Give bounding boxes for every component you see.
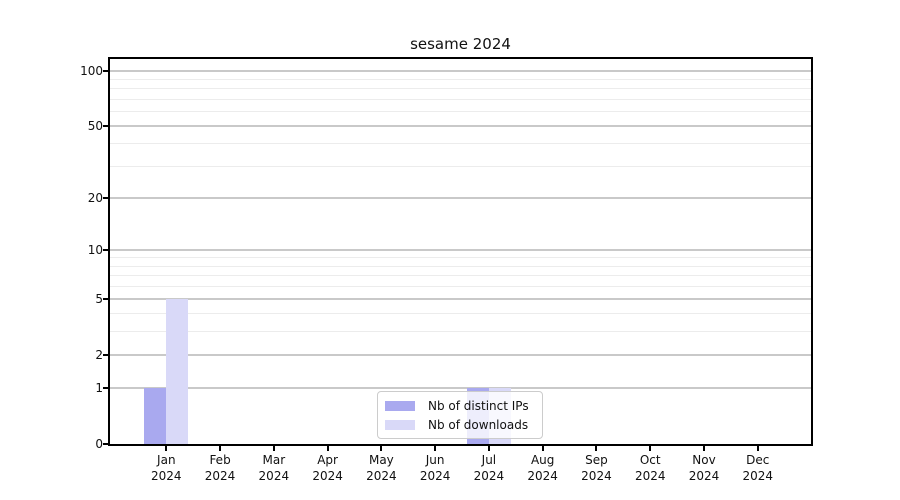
- y-tick-mark-20: [103, 196, 110, 199]
- x-tick-mark-jan: [165, 446, 168, 451]
- bar-nb-of-downloads-jan: [166, 299, 189, 444]
- legend-label: Nb of downloads: [428, 417, 529, 432]
- bar-nb-of-distinct-ips-jan: [144, 387, 167, 444]
- x-tick-month: Sep: [585, 453, 608, 467]
- x-tick-label-jul: Jul 2024: [459, 452, 519, 484]
- x-tick-month: Dec: [746, 453, 770, 467]
- x-tick-year: 2024: [204, 469, 236, 483]
- x-tick-year: 2024: [366, 469, 397, 483]
- y-tick-label-1: 1: [95, 380, 103, 395]
- x-tick-year: 2024: [312, 469, 343, 483]
- x-tick-mark-aug: [541, 446, 544, 451]
- gridline-minor-9: [110, 257, 811, 259]
- x-tick-month: Jun: [425, 453, 445, 467]
- x-tick-year: 2024: [742, 469, 774, 483]
- gridline-major-1: [110, 386, 811, 389]
- x-tick-label-jan: Jan 2024: [136, 452, 196, 484]
- y-tick-label-10: 10: [87, 243, 103, 258]
- x-tick-year: 2024: [419, 469, 451, 483]
- x-tick-year: 2024: [688, 469, 720, 483]
- x-tick-label-apr: Apr 2024: [298, 452, 358, 484]
- x-tick-label-nov: Nov 2024: [674, 452, 734, 484]
- gridline-major-20: [110, 196, 811, 199]
- x-tick-year: 2024: [473, 469, 505, 483]
- x-tick-mark-dec: [756, 446, 759, 451]
- gridline-minor-40: [110, 143, 811, 145]
- gridline-minor-6: [110, 286, 811, 288]
- x-tick-label-mar: Mar 2024: [244, 452, 304, 484]
- gridline-minor-3: [110, 331, 811, 333]
- x-tick-month: Mar: [262, 453, 286, 467]
- x-tick-label-feb: Feb 2024: [190, 452, 250, 484]
- x-tick-mark-may: [380, 446, 383, 451]
- x-tick-mark-feb: [219, 446, 222, 451]
- x-tick-mark-apr: [326, 446, 329, 451]
- gridline-major-50: [110, 125, 811, 128]
- x-tick-month: Oct: [639, 453, 661, 467]
- x-tick-label-jun: Jun 2024: [405, 452, 465, 484]
- y-tick-mark-100: [103, 69, 110, 72]
- x-tick-month: Jul: [481, 453, 497, 467]
- x-tick-month: Nov: [692, 453, 716, 467]
- y-tick-label-5: 5: [95, 292, 103, 307]
- gridline-minor-60: [110, 111, 811, 113]
- y-tick-label-20: 20: [87, 190, 103, 205]
- x-tick-month: May: [368, 453, 394, 467]
- y-tick-mark-5: [103, 298, 110, 301]
- legend-entry-nb-of-distinct-ips: Nb of distinct IPs: [378, 399, 542, 413]
- plot-area: [108, 57, 813, 446]
- y-tick-mark-0: [103, 443, 110, 445]
- y-tick-mark-50: [103, 125, 110, 128]
- gridline-minor-8: [110, 265, 811, 267]
- x-tick-label-aug: Aug 2024: [513, 452, 573, 484]
- gridline-minor-4: [110, 313, 811, 315]
- x-tick-label-dec: Dec 2024: [728, 452, 788, 484]
- gridline-minor-90: [110, 78, 811, 80]
- gridline-major-10: [110, 249, 811, 252]
- gridline-major-5: [110, 298, 811, 301]
- gridline-major-2: [110, 354, 811, 357]
- x-tick-mark-jun: [434, 446, 437, 451]
- x-tick-label-may: May 2024: [351, 452, 411, 484]
- y-tick-label-50: 50: [87, 119, 103, 134]
- x-tick-month: Apr: [317, 453, 338, 467]
- x-tick-mark-nov: [703, 446, 705, 451]
- x-tick-label-oct: Oct 2024: [620, 452, 680, 484]
- y-tick-mark-1: [103, 386, 110, 389]
- legend-swatch-nb-of-downloads: [385, 419, 415, 430]
- x-tick-mark-mar: [272, 446, 275, 451]
- x-tick-year: 2024: [151, 469, 182, 483]
- gridline-minor-30: [110, 165, 811, 167]
- x-tick-year: 2024: [527, 469, 558, 483]
- y-tick-mark-2: [103, 354, 110, 357]
- y-tick-mark-10: [103, 249, 110, 252]
- gridline-minor-7: [110, 275, 811, 277]
- x-tick-mark-sep: [595, 446, 598, 451]
- gridline-minor-70: [110, 98, 811, 100]
- gridline-major-100: [110, 69, 811, 72]
- legend-swatch-nb-of-distinct-ips: [385, 400, 415, 411]
- gridline-minor-80: [110, 88, 811, 90]
- y-tick-label-0: 0: [95, 437, 103, 451]
- legend: Nb of distinct IPs Nb of downloads: [377, 391, 543, 439]
- x-tick-mark-oct: [649, 446, 652, 451]
- x-tick-mark-jul: [487, 446, 490, 451]
- y-tick-label-100: 100: [80, 63, 103, 78]
- x-tick-year: 2024: [634, 469, 666, 483]
- x-tick-month: Feb: [209, 453, 231, 467]
- chart-title: sesame 2024: [410, 35, 511, 53]
- legend-entry-nb-of-downloads: Nb of downloads: [378, 418, 542, 432]
- x-tick-month: Jan: [157, 453, 176, 467]
- x-tick-year: 2024: [581, 469, 612, 483]
- legend-label: Nb of distinct IPs: [428, 398, 529, 413]
- y-tick-label-2: 2: [95, 348, 103, 363]
- x-tick-month: Aug: [530, 453, 555, 467]
- x-tick-label-sep: Sep 2024: [566, 452, 626, 484]
- x-tick-year: 2024: [258, 469, 290, 483]
